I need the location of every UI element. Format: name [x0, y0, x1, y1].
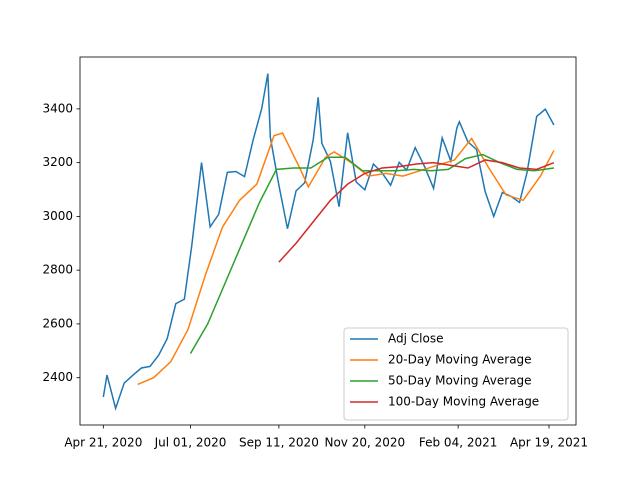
plot-frame: [79, 56, 577, 426]
x-tick-label: Jul 01, 2020: [154, 436, 227, 450]
y-tick-label: 3200: [42, 155, 73, 169]
x-tick-label: Apr 21, 2020: [64, 436, 142, 450]
y-tick-label: 3000: [42, 209, 73, 223]
line-series: [278, 159, 555, 263]
y-tick-label: 2800: [42, 263, 73, 277]
x-tick-label: Nov 20, 2020: [324, 436, 405, 450]
legend-box: [343, 327, 569, 421]
legend-label: 100-Day Moving Average: [388, 395, 539, 409]
y-tick-label: 2600: [42, 316, 73, 330]
x-tick-label: Apr 19, 2021: [510, 436, 588, 450]
y-tick-label: 2400: [42, 370, 73, 384]
line-series: [137, 132, 555, 386]
legend-label: 50-Day Moving Average: [388, 374, 532, 388]
legend-label: Adj Close: [388, 332, 443, 346]
x-tick-label: Sep 11, 2020: [239, 436, 319, 450]
y-tick-label: 3400: [42, 101, 73, 115]
legend-label: 20-Day Moving Average: [388, 353, 532, 367]
line-series: [102, 73, 555, 411]
x-tick-label: Feb 04, 2021: [419, 436, 498, 450]
